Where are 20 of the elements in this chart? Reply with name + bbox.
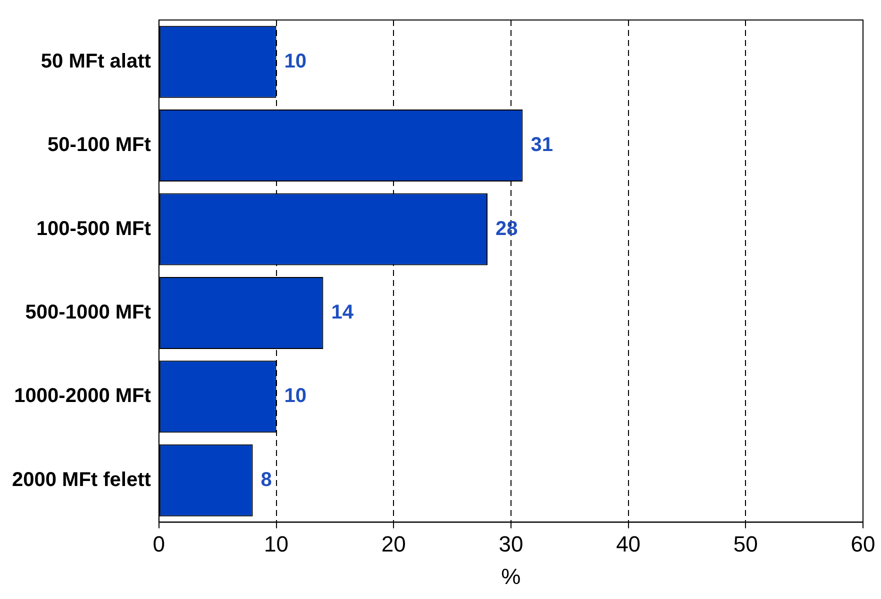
x-tick-label: 0 xyxy=(152,531,166,556)
x-tick-label: 40 xyxy=(616,531,641,556)
data-label: 10 xyxy=(284,50,307,72)
y-tick-label: 50 MFt alatt xyxy=(40,50,152,72)
data-label: 28 xyxy=(495,218,518,240)
x-tick-label: 60 xyxy=(850,531,876,556)
x-tick-label: 30 xyxy=(498,531,524,556)
data-label: 10 xyxy=(284,385,307,408)
data-label: 8 xyxy=(260,468,272,491)
x-tick-label: 50 xyxy=(733,531,758,556)
y-tick-label: 500-1000 MFt xyxy=(25,301,152,324)
x-axis-title: % xyxy=(501,564,521,589)
x-tick-label: 20 xyxy=(381,531,406,556)
y-tick-label: 50-100 MFt xyxy=(48,134,152,156)
y-tick-label: 1000-2000 MFt xyxy=(14,385,152,408)
x-tick-label: 10 xyxy=(264,531,289,556)
data-label: 14 xyxy=(331,301,354,324)
data-label: 31 xyxy=(530,134,553,156)
y-tick-label: 100-500 MFt xyxy=(36,218,152,240)
y-tick-label: 2000 MFt felett xyxy=(12,468,152,491)
